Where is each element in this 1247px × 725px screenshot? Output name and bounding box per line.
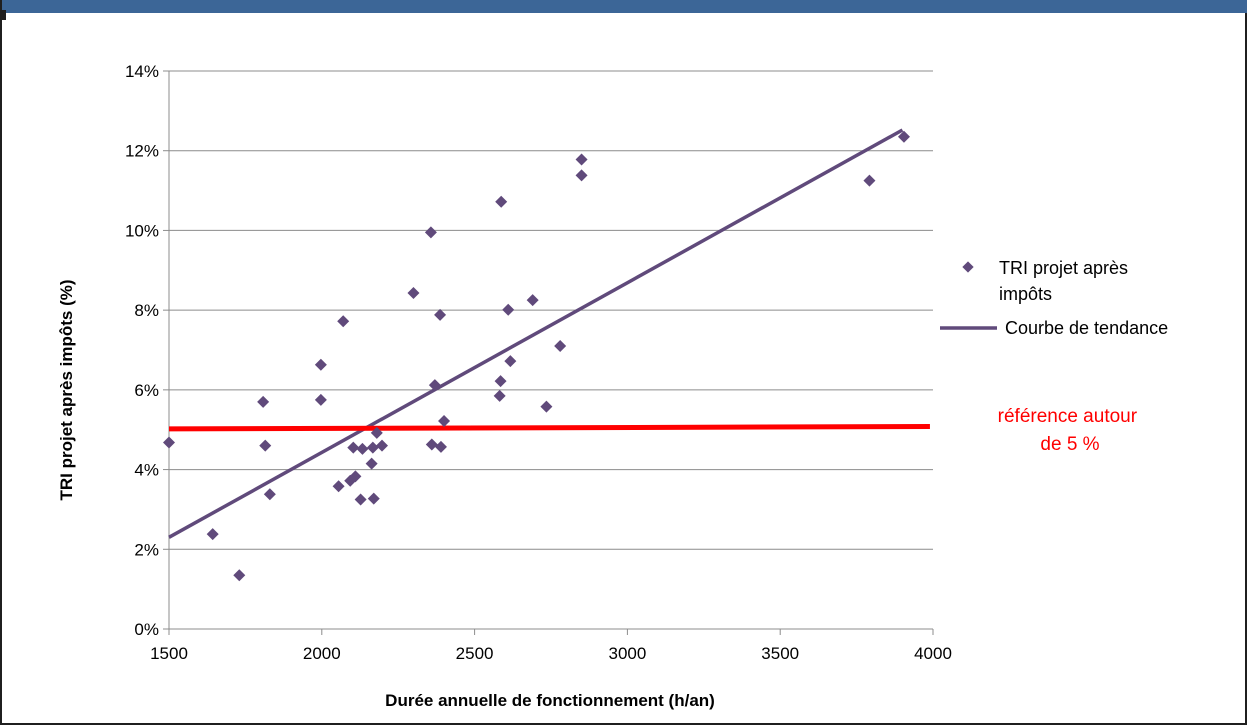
trendline — [168, 128, 904, 539]
data-point — [332, 480, 345, 493]
axes — [163, 70, 934, 635]
data-point — [263, 488, 276, 501]
y-tick-label: 0% — [134, 620, 159, 639]
legend-label-scatter-line1: TRI projet après — [999, 258, 1128, 278]
y-tick-label: 14% — [125, 62, 159, 81]
data-point — [434, 440, 447, 453]
data-point — [540, 400, 553, 413]
data-point — [502, 303, 515, 316]
reference-annotation-line1: référence autour — [998, 406, 1138, 427]
data-point — [428, 379, 441, 392]
y-tick-labels: 0% 2% 4% 6% 8% 10% 12% 14% — [125, 62, 159, 639]
data-point — [206, 528, 219, 541]
legend: TRI projet après impôts Courbe de tendan… — [940, 258, 1168, 338]
x-tick-labels: 1500 2000 2500 3000 3500 4000 — [150, 644, 952, 663]
series-lines — [168, 128, 930, 539]
reference-annotation: référence autour de 5 % — [998, 406, 1143, 455]
data-point — [356, 442, 369, 455]
data-point — [259, 439, 272, 452]
x-tick-label: 2000 — [303, 644, 341, 663]
y-tick-label: 12% — [125, 142, 159, 161]
data-point — [504, 355, 517, 368]
x-axis-title: Durée annuelle de fonctionnement (h/an) — [385, 691, 715, 710]
reference-line — [168, 424, 930, 432]
data-point — [163, 436, 175, 449]
data-point — [407, 287, 420, 300]
data-point — [493, 389, 506, 402]
y-tick-label: 10% — [125, 221, 159, 240]
data-point — [526, 294, 539, 307]
x-tick-label: 2500 — [456, 644, 494, 663]
data-point — [863, 174, 876, 187]
x-tick-label: 3500 — [761, 644, 799, 663]
x-tick-label: 4000 — [914, 644, 952, 663]
gridlines — [169, 70, 933, 550]
data-point — [314, 358, 327, 371]
y-tick-label: 8% — [134, 301, 159, 320]
x-tick-label: 3000 — [608, 644, 646, 663]
data-point — [575, 169, 588, 182]
y-tick-label: 2% — [134, 540, 159, 559]
legend-label-scatter-line2: impôts — [999, 284, 1052, 304]
data-point — [424, 226, 437, 239]
data-point — [257, 395, 270, 408]
data-point — [365, 457, 378, 470]
top-bar-mark — [2, 10, 6, 20]
data-point — [233, 569, 246, 582]
data-point — [347, 441, 360, 454]
data-point — [337, 315, 350, 328]
data-point — [376, 439, 389, 452]
top-bar — [2, 0, 1247, 13]
y-axis-title: TRI projet après impôts (%) — [57, 279, 76, 500]
x-tick-label: 1500 — [150, 644, 188, 663]
y-tick-label: 4% — [134, 461, 159, 480]
data-point — [314, 393, 327, 406]
data-point — [438, 414, 451, 427]
data-point — [494, 375, 507, 388]
data-point — [575, 153, 588, 166]
data-points — [163, 130, 910, 582]
data-point — [897, 130, 910, 143]
data-point — [370, 426, 383, 439]
data-point — [495, 195, 508, 208]
data-point — [366, 441, 379, 454]
y-tick-label: 6% — [134, 381, 159, 400]
data-point — [554, 340, 567, 353]
reference-annotation-line2: de 5 % — [1040, 434, 1099, 455]
data-point — [354, 493, 367, 506]
legend-marker-scatter — [962, 261, 974, 273]
data-point — [349, 470, 362, 483]
data-point — [434, 308, 447, 321]
legend-label-trendline: Courbe de tendance — [1005, 318, 1168, 338]
legend-label-scatter: TRI projet après impôts — [999, 258, 1133, 304]
data-point — [425, 438, 438, 451]
data-point — [367, 492, 380, 505]
